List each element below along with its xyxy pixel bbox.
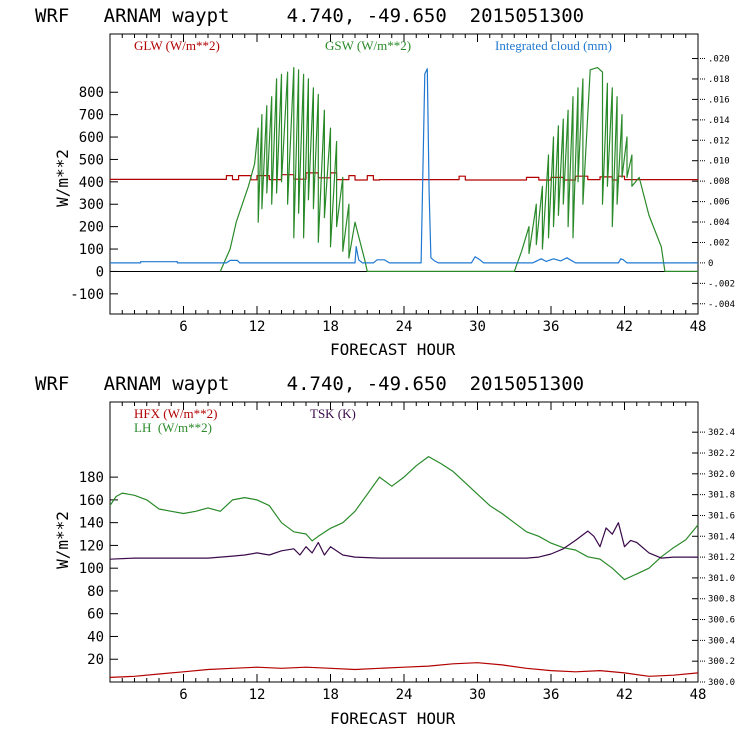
gsw-line: [219, 66, 698, 272]
y-tick-label: 600: [79, 130, 104, 146]
y-tick-label: 400: [79, 175, 104, 191]
y2-tick-label: 301.8: [708, 491, 735, 501]
y2-tick-label: 300.8: [708, 595, 735, 605]
top-series-group: [110, 66, 698, 272]
y2-tick-label: .004: [708, 218, 730, 228]
y2-tick-label: .006: [708, 198, 730, 208]
y2-tick-label: 302.0: [708, 470, 735, 480]
legend-hfx: HFX (W/m**2): [134, 406, 217, 421]
y2-tick-label: .010: [708, 157, 730, 167]
glw-line: [110, 172, 698, 181]
top-axis-ticks: 6 12 18 24 30 36 42 48 800 700 600 500 400 300 200 100 0…: [70, 34, 735, 335]
legend-tsk: TSK (K): [310, 406, 356, 421]
y-tick-label: 120: [79, 538, 104, 554]
y-tick-label: 100: [79, 242, 104, 258]
y-tick-label: 700: [79, 108, 104, 124]
legend-glw: GLW (W/m**2): [134, 38, 220, 53]
y2-tick-label: 301.0: [708, 574, 735, 584]
top-chart-title: WRF ARNAM waypt 4.740, -49.650 201505130…: [35, 5, 584, 27]
y2-tick-label: -.002: [708, 279, 735, 289]
x-tick-label: 12: [249, 687, 266, 703]
tsk-line: [109, 522, 698, 560]
chart-bottom: WRF ARNAM waypt 4.740, -49.650 201505130…: [35, 373, 735, 728]
lh-line: [109, 456, 699, 581]
x-tick-label: 30: [469, 319, 486, 335]
y2-tick-label: 302.4: [708, 428, 735, 438]
bottom-chart-title: WRF ARNAM waypt 4.740, -49.650 201505130…: [35, 373, 584, 395]
bottom-y-axis-label: W/m**2: [53, 511, 72, 569]
bottom-plot-frame: [109, 401, 699, 683]
x-tick-label: 48: [690, 319, 707, 335]
cloud-line: [110, 68, 698, 264]
y-tick-label: 60: [87, 607, 104, 623]
bottom-series-group: [109, 456, 699, 678]
bottom-axis-ticks: 6 12 18 24 30 36 42 48 180 160 140 120 100 80 60 40 20 30…: [79, 402, 735, 703]
legend-lh: LH (W/m**2): [134, 420, 212, 435]
x-tick-label: 18: [322, 687, 339, 703]
x-tick-label: 30: [469, 687, 486, 703]
y-tick-label: 80: [87, 584, 104, 600]
y2-tick-label: .014: [708, 116, 730, 126]
y2-tick-label: .002: [708, 238, 730, 248]
y2-tick-label: 301.2: [708, 553, 735, 563]
hfx-line: [109, 662, 699, 678]
y2-tick-label: 300.4: [708, 636, 735, 646]
x-tick-label: 24: [396, 319, 413, 335]
y-tick-label: 200: [79, 220, 104, 236]
y2-tick-label: 300.0: [708, 678, 735, 688]
bottom-x-axis-label: FORECAST HOUR: [330, 709, 456, 728]
y-tick-label: 140: [79, 516, 104, 532]
x-tick-label: 24: [396, 687, 413, 703]
y-tick-label: 100: [79, 561, 104, 577]
x-tick-label: 42: [616, 687, 633, 703]
y-tick-label: 800: [79, 85, 104, 101]
y-tick-label: 0: [96, 264, 104, 280]
y-tick-label: 180: [79, 470, 104, 486]
y2-tick-label: 0: [708, 259, 713, 269]
x-tick-label: 12: [249, 319, 266, 335]
x-tick-label: 42: [616, 319, 633, 335]
x-tick-label: 36: [543, 687, 560, 703]
y2-tick-label: .018: [708, 75, 730, 85]
y2-tick-label: 301.4: [708, 532, 735, 542]
y2-tick-label: -.004: [708, 300, 735, 310]
x-tick-label: 6: [179, 687, 187, 703]
x-tick-label: 6: [179, 319, 187, 335]
y2-tick-label: 300.6: [708, 616, 735, 626]
y2-tick-label: .012: [708, 136, 730, 146]
chart-top: WRF ARNAM waypt 4.740, -49.650 201505130…: [35, 5, 735, 359]
legend-cloud: Integrated cloud (mm): [495, 38, 612, 53]
y2-tick-label: 302.2: [708, 449, 735, 459]
x-tick-label: 18: [322, 319, 339, 335]
y-tick-label: 500: [79, 152, 104, 168]
y-tick-label: -100: [70, 287, 104, 303]
y2-tick-label: 300.2: [708, 657, 735, 667]
y-tick-label: 160: [79, 493, 104, 509]
y2-tick-label: .020: [708, 55, 730, 65]
y2-tick-label: 301.6: [708, 511, 735, 521]
legend-gsw: GSW (W/m**2): [325, 38, 411, 53]
y2-tick-label: .016: [708, 95, 730, 105]
top-x-axis-label: FORECAST HOUR: [330, 340, 456, 359]
x-tick-label: 48: [690, 687, 707, 703]
y2-tick-label: .008: [708, 177, 730, 187]
top-y-axis-label: W/m**2: [53, 149, 72, 207]
y-tick-label: 40: [87, 629, 104, 645]
x-tick-label: 36: [543, 319, 560, 335]
y-tick-label: 300: [79, 197, 104, 213]
y-tick-label: 20: [87, 652, 104, 668]
